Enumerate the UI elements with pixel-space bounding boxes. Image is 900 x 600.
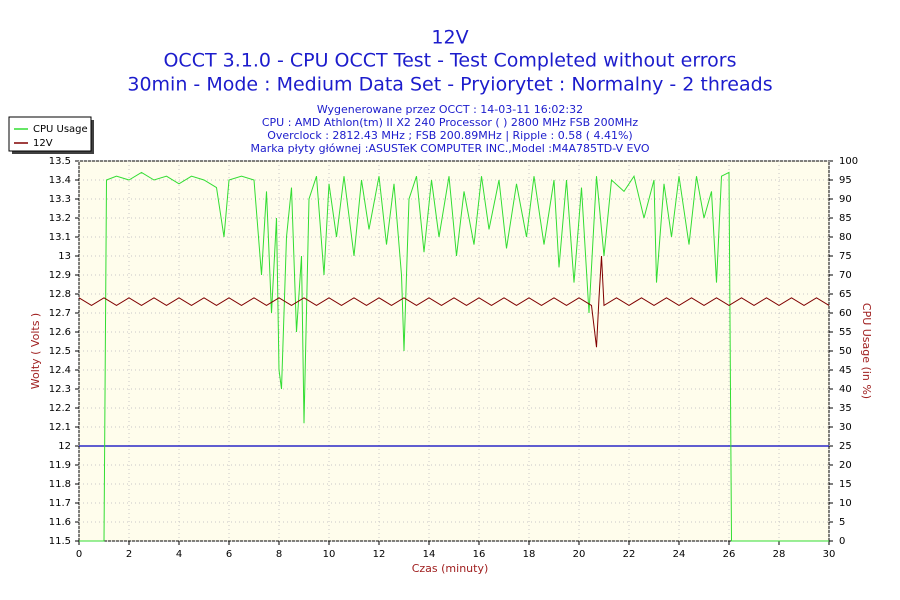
y-tick-label: 12.1 (49, 422, 71, 433)
x-tick-label: 12 (373, 549, 386, 560)
x-tick-label: 22 (623, 549, 636, 560)
series-line (78, 255, 830, 348)
y-tick-label: 12.5 (49, 346, 71, 357)
y2-tick-label: 70 (839, 270, 852, 281)
info: Wygenerowane przez OCCT : 14-03-11 16:02… (317, 103, 583, 116)
y-tick-label: 13.1 (49, 232, 71, 243)
y2-tick-label: 30 (839, 422, 852, 433)
y2-tick-label: 55 (839, 327, 852, 338)
y2-tick-label: 65 (839, 289, 852, 300)
y-tick-label: 11.8 (49, 479, 71, 490)
y-tick-label: 12.9 (49, 270, 71, 281)
y2-tick-label: 90 (839, 194, 852, 205)
y-tick-label: 13 (58, 251, 71, 262)
info: Marka płyty głównej :ASUSTeK COMPUTER IN… (251, 142, 650, 155)
y2-tick-label: 75 (839, 251, 852, 262)
x-tick-label: 8 (276, 549, 282, 560)
y-tick-label: 11.7 (49, 498, 71, 509)
y2-tick-label: 25 (839, 441, 852, 452)
legend-label: 12V (33, 138, 53, 149)
y-tick-label: 12.8 (49, 289, 71, 300)
y-tick-label: 11.6 (49, 517, 71, 528)
y2-tick-label: 50 (839, 346, 852, 357)
legend: CPU Usage 12V (8, 116, 94, 154)
y2-tick-label: 45 (839, 365, 852, 376)
y-axis-label: Wolty ( Volts ) (29, 313, 42, 389)
y2-tick-label: 60 (839, 308, 852, 319)
subtitle: 30min - Mode : Medium Data Set - Pryiory… (127, 74, 772, 96)
subtitle: OCCT 3.1.0 - CPU OCCT Test - Test Comple… (163, 50, 736, 72)
y-tick-label: 12.2 (49, 403, 71, 414)
series-line (79, 171, 829, 542)
legend-box (8, 116, 92, 152)
y2-tick-label: 40 (839, 384, 852, 395)
y2-tick-label: 95 (839, 175, 852, 186)
y2-tick-label: 20 (839, 460, 852, 471)
y2-tick-label: 10 (839, 498, 852, 509)
y-tick-label: 12.4 (49, 365, 71, 376)
x-tick-label: 2 (126, 549, 132, 560)
y2-tick-label: 35 (839, 403, 852, 414)
legend-label: CPU Usage (33, 124, 88, 135)
y2-tick-label: 5 (839, 517, 845, 528)
x-tick-label: 18 (523, 549, 536, 560)
y-tick-label: 11.9 (49, 460, 71, 471)
x-tick-label: 24 (673, 549, 686, 560)
x-tick-label: 26 (723, 549, 736, 560)
x-tick-label: 0 (76, 549, 82, 560)
x-tick-label: 30 (823, 549, 836, 560)
y2-tick-label: 100 (839, 156, 858, 167)
x-tick-label: 4 (176, 549, 182, 560)
info: CPU : AMD Athlon(tm) II X2 240 Processor… (262, 116, 639, 129)
y2-tick-label: 0 (839, 536, 845, 547)
y-tick-label: 12 (58, 441, 71, 452)
info: Overclock : 2812.43 MHz ; FSB 200.89MHz … (267, 129, 632, 142)
x-axis-label: Czas (minuty) (412, 562, 489, 575)
x-tick-label: 14 (423, 549, 436, 560)
y2-tick-label: 85 (839, 213, 852, 224)
chart-title: 12V (431, 27, 468, 49)
y-tick-label: 12.6 (49, 327, 71, 338)
y2-axis-label: CPU Usage (in %) (860, 303, 873, 399)
y-tick-label: 13.5 (49, 156, 71, 167)
y2-tick-label: 80 (839, 232, 852, 243)
y-tick-label: 12.7 (49, 308, 71, 319)
y2-tick-label: 15 (839, 479, 852, 490)
y-tick-label: 13.4 (49, 175, 71, 186)
x-tick-label: 10 (323, 549, 336, 560)
y-tick-label: 11.5 (49, 536, 71, 547)
y-tick-label: 13.2 (49, 213, 71, 224)
x-tick-label: 16 (473, 549, 486, 560)
x-tick-label: 20 (573, 549, 586, 560)
y-tick-label: 12.3 (49, 384, 71, 395)
x-tick-label: 28 (773, 549, 786, 560)
y-tick-label: 13.3 (49, 194, 71, 205)
x-tick-label: 6 (226, 549, 232, 560)
